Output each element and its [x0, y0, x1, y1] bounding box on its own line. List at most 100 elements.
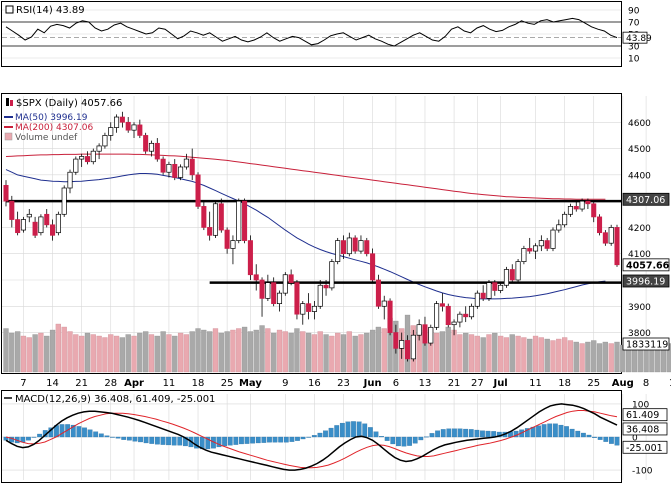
volume-bar [602, 341, 608, 373]
macd-histogram-bar [564, 426, 569, 438]
date-tick-label: 9 [282, 378, 288, 389]
candle-body [340, 240, 347, 255]
candle-body [242, 200, 248, 241]
candle-body [67, 171, 73, 189]
candle-body [143, 135, 149, 152]
volume-bar [340, 334, 347, 373]
candle-body [503, 269, 509, 286]
price-tick-label: 4200 [628, 224, 651, 234]
macd-histogram-bar [295, 436, 300, 441]
volume-bar [457, 334, 463, 373]
candle-body [178, 166, 184, 178]
macd-histogram-bar [306, 436, 312, 438]
date-tick-label: 7 [20, 378, 26, 389]
rsi-legend: RSI(14) 43.89 [5, 5, 85, 16]
candle-body [498, 284, 504, 291]
date-tick-label: 21 [75, 378, 88, 389]
volume-bar [177, 332, 184, 373]
date-tick-label: 25 [221, 378, 234, 389]
macd-histogram-bar [412, 436, 418, 444]
volume-bar [492, 332, 498, 373]
macd-histogram-bar [390, 436, 396, 445]
candle-body [544, 240, 550, 249]
volume-bar [32, 334, 38, 373]
rsi-tick-label: 70 [628, 19, 640, 29]
date-tick-label: 16 [308, 378, 321, 389]
volume-bar [346, 331, 352, 373]
macd-tag-box [622, 440, 668, 454]
macd-histogram-bar [244, 436, 250, 444]
volume-bar [38, 332, 44, 373]
macd-histogram-bar [446, 428, 452, 438]
macd-histogram-bar [194, 436, 199, 449]
candle-body [3, 185, 9, 202]
macd-histogram-bar [407, 436, 412, 446]
candle-body [288, 274, 294, 283]
macd-histogram-bar [395, 436, 401, 447]
macd-histogram-bar [132, 436, 138, 442]
date-tick-label: 21 [448, 378, 461, 389]
macd-histogram-bar [569, 428, 575, 438]
macd-histogram-bar [267, 436, 272, 443]
rsi-tick-label: 30 [628, 43, 640, 53]
volume-bar [527, 338, 533, 373]
macd-histogram-bar [424, 436, 429, 438]
macd-histogram-bar [317, 432, 323, 438]
candle-body [300, 303, 306, 315]
volume-bar [113, 335, 120, 373]
volume-bar [352, 335, 358, 373]
macd-histogram-bar [76, 426, 82, 438]
macd-histogram-bar [59, 424, 65, 438]
candle-body [492, 282, 498, 291]
candle-body [247, 240, 253, 276]
price-tag-label: 1833119 [626, 340, 668, 351]
candle-body [346, 237, 352, 255]
volume-bar [596, 343, 603, 373]
macd-tag-box [622, 422, 668, 436]
macd-histogram-bar [558, 424, 564, 438]
candle-body [131, 124, 137, 131]
macd-tag-label: -25.001 [626, 443, 663, 454]
volume-bar [218, 332, 224, 373]
date-tick-label: Jun [363, 378, 382, 389]
candle-body [538, 240, 544, 247]
macd-histogram-bar [524, 428, 530, 438]
volume-bar [364, 332, 370, 373]
candle-body [445, 305, 451, 326]
candle-body [416, 324, 422, 336]
candle-body [352, 237, 358, 252]
macd-histogram-bar [93, 431, 99, 438]
volume-bar [212, 328, 219, 373]
macd-histogram-bar [143, 436, 149, 444]
volume-bar [317, 331, 323, 373]
candle-body [119, 116, 125, 123]
macd-histogram-bar [250, 436, 256, 444]
price-tick-label: 3800 [628, 329, 651, 339]
ma50-line [5, 169, 606, 300]
candle-body [189, 158, 195, 176]
macd-histogram-bar [171, 436, 177, 446]
macd-histogram-bar [239, 436, 244, 445]
volume-bar [323, 334, 329, 373]
volume-bar [288, 332, 294, 373]
ma50-path [5, 169, 606, 300]
macd-histogram-bar [154, 436, 160, 445]
support-resistance-lines [6, 199, 621, 284]
candle-body [486, 282, 492, 299]
macd-histogram-bar [547, 423, 553, 438]
volume-bar [189, 331, 195, 373]
macd-histogram-bar [278, 436, 284, 443]
candle-body [428, 326, 434, 344]
ma50-legend-label: MA(50) 3996.19 [15, 113, 88, 123]
candle-body [474, 292, 480, 307]
macd-histogram-bar [233, 436, 239, 445]
volume-bar [96, 335, 102, 373]
candle-body [114, 116, 120, 128]
macd-histogram-bar [418, 436, 424, 441]
macd-histogram-bar [205, 436, 211, 450]
candle-body [457, 313, 463, 323]
date-tick-label: 6 [393, 378, 399, 389]
date-tick-label: 11 [163, 378, 176, 389]
date-tick-label: 28 [104, 378, 117, 389]
